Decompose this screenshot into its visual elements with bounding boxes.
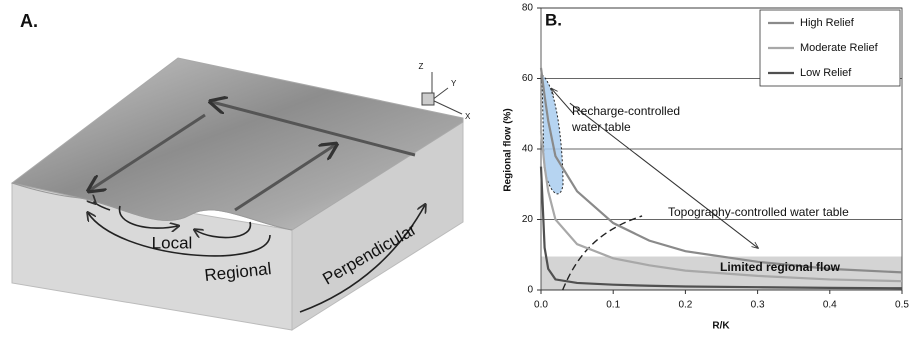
y-tick-label: 0 [527,285,533,296]
annotation: Recharge-controlled [572,104,680,118]
x-tick-label: 0.0 [534,300,548,311]
arrow [552,89,574,115]
series-line [539,67,903,274]
series-line [539,166,903,290]
block-diagram [10,57,464,331]
axis-letter: X [465,112,471,121]
x-tick-label: 0.1 [606,300,620,311]
panel-label: B. [545,10,562,29]
axis-letter: Z [419,62,424,71]
x-axis-title: R/K [712,321,730,332]
annotation: Limited regional flow [720,260,841,274]
y-axis-title: Regional flow (%) [503,108,514,191]
legend-label: Low Relief [800,67,852,79]
x-tick-label: 0.3 [751,300,765,311]
x-tick-label: 0.5 [895,300,909,311]
annotation: Topography-controlled water table [668,205,849,219]
legend-label: Moderate Relief [800,42,879,54]
arrow [569,102,758,248]
plot: 0 20 40 60 80 0.0 0.1 0.2 0.3 0.4 0.5 Recharge-cont… [522,3,910,311]
y-tick-label: 20 [522,214,534,225]
series-line [539,131,903,283]
y-tick-label: 80 [522,3,534,14]
x-tick-label: 0.4 [823,300,837,311]
y-tick-label: 60 [522,73,534,84]
flow-label: Local [152,233,193,252]
plot-frame [540,7,903,291]
annotation: water table [571,120,631,134]
x-tick-label: 0.2 [678,300,692,311]
y-tick-label: 40 [522,144,534,155]
divide-curve [562,215,643,291]
legend-label: High Relief [800,17,855,29]
axis-letter: Y [451,79,457,88]
panel-label: A. [20,11,38,31]
